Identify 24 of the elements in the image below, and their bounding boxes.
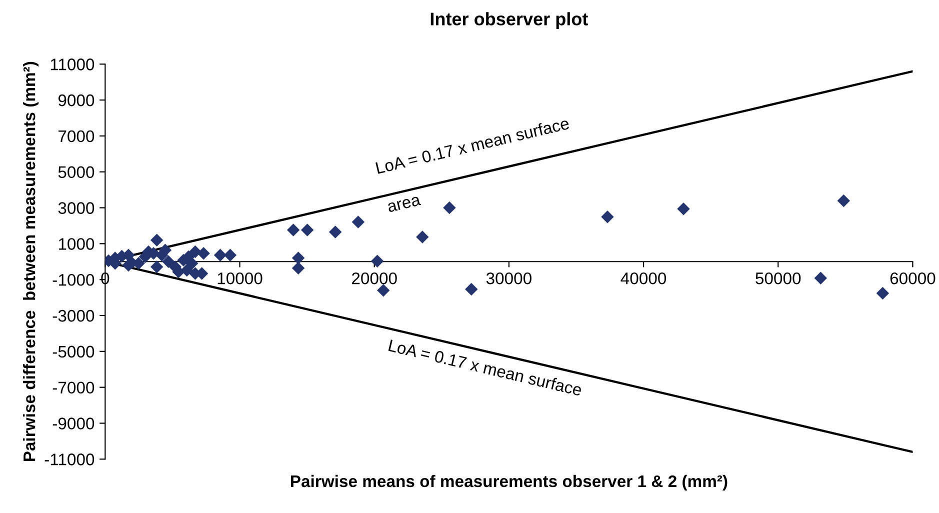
y-tick-label: -7000 xyxy=(52,382,94,394)
annotation: LoA = 0.17 x mean surface xyxy=(375,116,570,174)
y-tick-label: 1000 xyxy=(58,238,94,250)
annotation: LoA = 0.17 x mean surface xyxy=(388,339,582,396)
x-tick-label: 30000 xyxy=(486,272,532,284)
x-tick-label: 60000 xyxy=(890,272,936,284)
y-axis-title: Pairwise difference between measurements (mm²) xyxy=(23,62,39,462)
annotation: area xyxy=(387,196,422,212)
y-tick-label: -3000 xyxy=(52,310,94,322)
chart-title: Inter observer plot xyxy=(430,12,588,29)
y-tick-label: 9000 xyxy=(58,94,94,106)
x-tick-label: 20000 xyxy=(352,272,397,284)
y-tick-label: 11000 xyxy=(50,58,94,70)
y-tick-label: 5000 xyxy=(58,166,94,178)
y-tick-label: -1000 xyxy=(52,274,94,286)
x-axis-title: Pairwise means of measurements observer 1 & 2 (mm²) xyxy=(290,474,728,490)
y-tick-label: -9000 xyxy=(52,418,94,430)
x-tick-label: 10000 xyxy=(218,272,262,284)
y-tick-label: 3000 xyxy=(58,202,94,214)
y-tick-label: -11000 xyxy=(44,454,94,466)
x-tick-label: 50000 xyxy=(756,272,801,284)
y-tick-label: 7000 xyxy=(58,130,94,142)
x-tick-label: 40000 xyxy=(620,272,666,284)
y-tick-label: -5000 xyxy=(52,346,94,358)
